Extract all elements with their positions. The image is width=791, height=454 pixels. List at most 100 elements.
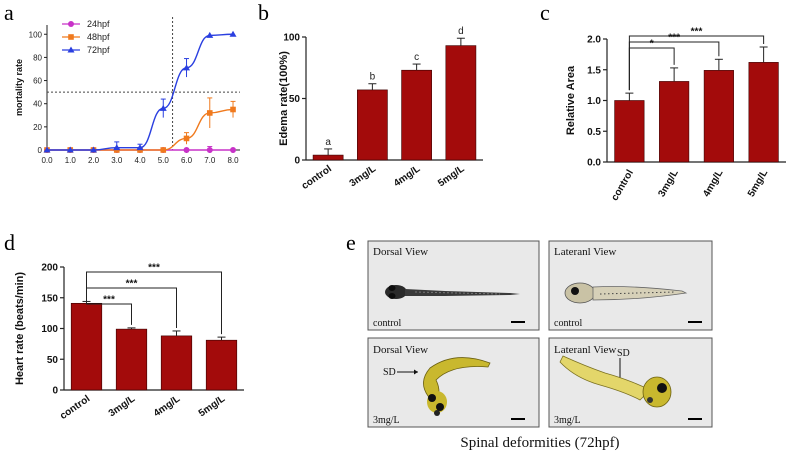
- y-tick-label: 1.5: [587, 65, 601, 76]
- photo-view-label: Lateranl View: [554, 246, 616, 258]
- x-tick-label: 5mg/L: [436, 163, 466, 189]
- bar: [205, 339, 238, 391]
- x-tick-label: 3mg/L: [348, 163, 378, 189]
- larva-lateral-control: [564, 282, 688, 304]
- panel-d-bar-chart: 0 50 100 150 200 Heart rate (beats/min) contro…: [14, 263, 244, 422]
- panel-a-line-chart: 0 20 40 60 80 100 0.0 1.0 2.0 3.0 4.0 5.0 6.0 7.0 8.0 m…: [14, 17, 240, 165]
- larva-dorsal-control: [385, 285, 520, 299]
- data-point: [43, 146, 51, 153]
- significance-bracket: [86, 271, 222, 335]
- x-tick-label: 2.0: [88, 156, 100, 165]
- legend-label: 72hpf: [87, 45, 110, 55]
- significance-stars: *: [650, 39, 654, 50]
- panel-b-letter: b: [258, 0, 269, 25]
- photo-dorsal-control: Dorsal View control: [367, 240, 540, 331]
- data-point: [160, 147, 167, 153]
- legend-label: 48hpf: [87, 32, 110, 42]
- y-tick-label: 0: [38, 146, 43, 155]
- y-axis-title: Relative Area: [565, 65, 577, 135]
- significance-bracket: [86, 298, 132, 325]
- scale-bar: [688, 321, 702, 323]
- bar: [115, 328, 148, 391]
- y-tick-label: 60: [33, 77, 42, 86]
- y-tick-label: 0: [52, 386, 58, 397]
- bar: [401, 69, 432, 161]
- bar: [160, 335, 193, 391]
- x-tick-label: 3mg/L: [107, 393, 137, 419]
- data-point: [183, 64, 191, 71]
- panel-e-caption: Spinal deformities (72hpf): [460, 435, 619, 451]
- photo-dorsal-3mgl: Dorsal View 3mg/L SD: [367, 337, 540, 428]
- panel-e-letter: e: [346, 230, 356, 255]
- x-tick-label: 5mg/L: [746, 168, 770, 199]
- bar: [357, 89, 388, 161]
- significance-stars: ***: [103, 295, 115, 306]
- bar: [659, 81, 690, 163]
- data-point: [66, 146, 74, 153]
- panel-c-bar-chart: 0.0 0.5 1.0 1.5 2.0 Relative Area control 3mg/L…: [565, 27, 786, 203]
- y-tick-label: 40: [33, 100, 42, 109]
- photo-group-label: 3mg/L: [554, 415, 581, 426]
- x-tick-label: 4mg/L: [701, 168, 725, 199]
- photo-lateral-control: Lateranl View control: [548, 240, 713, 331]
- y-axis-title: Edema rate(100%): [278, 51, 290, 146]
- photo-lateral-3mgl: Lateranl View 3mg/L SD: [548, 337, 713, 428]
- data-point: [229, 30, 237, 37]
- y-tick-label: 20: [33, 123, 42, 132]
- scale-bar: [511, 418, 525, 420]
- y-tick-label: 0.0: [587, 158, 601, 169]
- x-tick-label: 1.0: [65, 156, 77, 165]
- larva-lateral-3mgl: [559, 355, 672, 408]
- data-point: [136, 144, 144, 151]
- y-tick-label: 50: [289, 94, 301, 105]
- sd-arrowhead: [414, 369, 418, 375]
- x-tick-label: 4mg/L: [152, 393, 182, 419]
- data-point: [68, 34, 74, 40]
- bar: [70, 302, 103, 391]
- x-tick-label: control: [58, 393, 92, 422]
- significance-stars: ***: [691, 27, 703, 38]
- data-point: [68, 21, 74, 27]
- scale-bar: [688, 418, 702, 420]
- bar: [748, 62, 779, 163]
- significance-letter: a: [325, 137, 331, 148]
- photo-group-label: 3mg/L: [373, 415, 400, 426]
- panel-d-letter: d: [4, 230, 15, 255]
- y-tick-label: 100: [41, 324, 58, 335]
- bar: [312, 154, 344, 161]
- photo-group-label: control: [554, 318, 583, 329]
- y-tick-label: 0.5: [587, 127, 601, 138]
- x-tick-label: 4mg/L: [392, 163, 422, 189]
- panel-b-bar-chart: 0 50 100 Edema rate(100%) control a 3mg/L b 4mg/…: [278, 26, 483, 192]
- y-axis-title: mortality rate: [14, 59, 24, 116]
- data-point: [113, 144, 121, 151]
- data-point: [159, 104, 167, 111]
- y-tick-label: 100: [29, 30, 43, 39]
- x-tick-label: 3.0: [111, 156, 123, 165]
- photo-view-label: Dorsal View: [373, 246, 428, 258]
- data-point: [230, 147, 237, 153]
- significance-stars: ***: [668, 33, 680, 44]
- bar: [614, 100, 645, 163]
- x-tick-label: control: [300, 163, 334, 192]
- x-tick-label: 6.0: [181, 156, 193, 165]
- y-tick-label: 200: [41, 263, 58, 274]
- photo-group-label: control: [373, 318, 402, 329]
- legend-label: 24hpf: [87, 19, 110, 29]
- photo-view-label: Dorsal View: [373, 344, 428, 356]
- data-point: [183, 147, 190, 153]
- x-tick-label: 3mg/L: [656, 168, 680, 199]
- y-axis-title: Heart rate (beats/min): [14, 272, 26, 385]
- y-tick-label: 80: [33, 53, 42, 62]
- x-tick-label: 8.0: [227, 156, 239, 165]
- data-point: [183, 135, 190, 142]
- x-tick-label: control: [610, 168, 637, 203]
- panel-a-letter: a: [4, 0, 14, 25]
- data-point: [206, 147, 213, 153]
- x-tick-label: 5mg/L: [197, 393, 227, 419]
- significance-bracket: [628, 35, 765, 91]
- significance-stars: ***: [126, 279, 138, 290]
- data-point: [90, 146, 98, 153]
- larva-dorsal-3mgl: [423, 357, 491, 416]
- y-tick-label: 100: [283, 33, 300, 44]
